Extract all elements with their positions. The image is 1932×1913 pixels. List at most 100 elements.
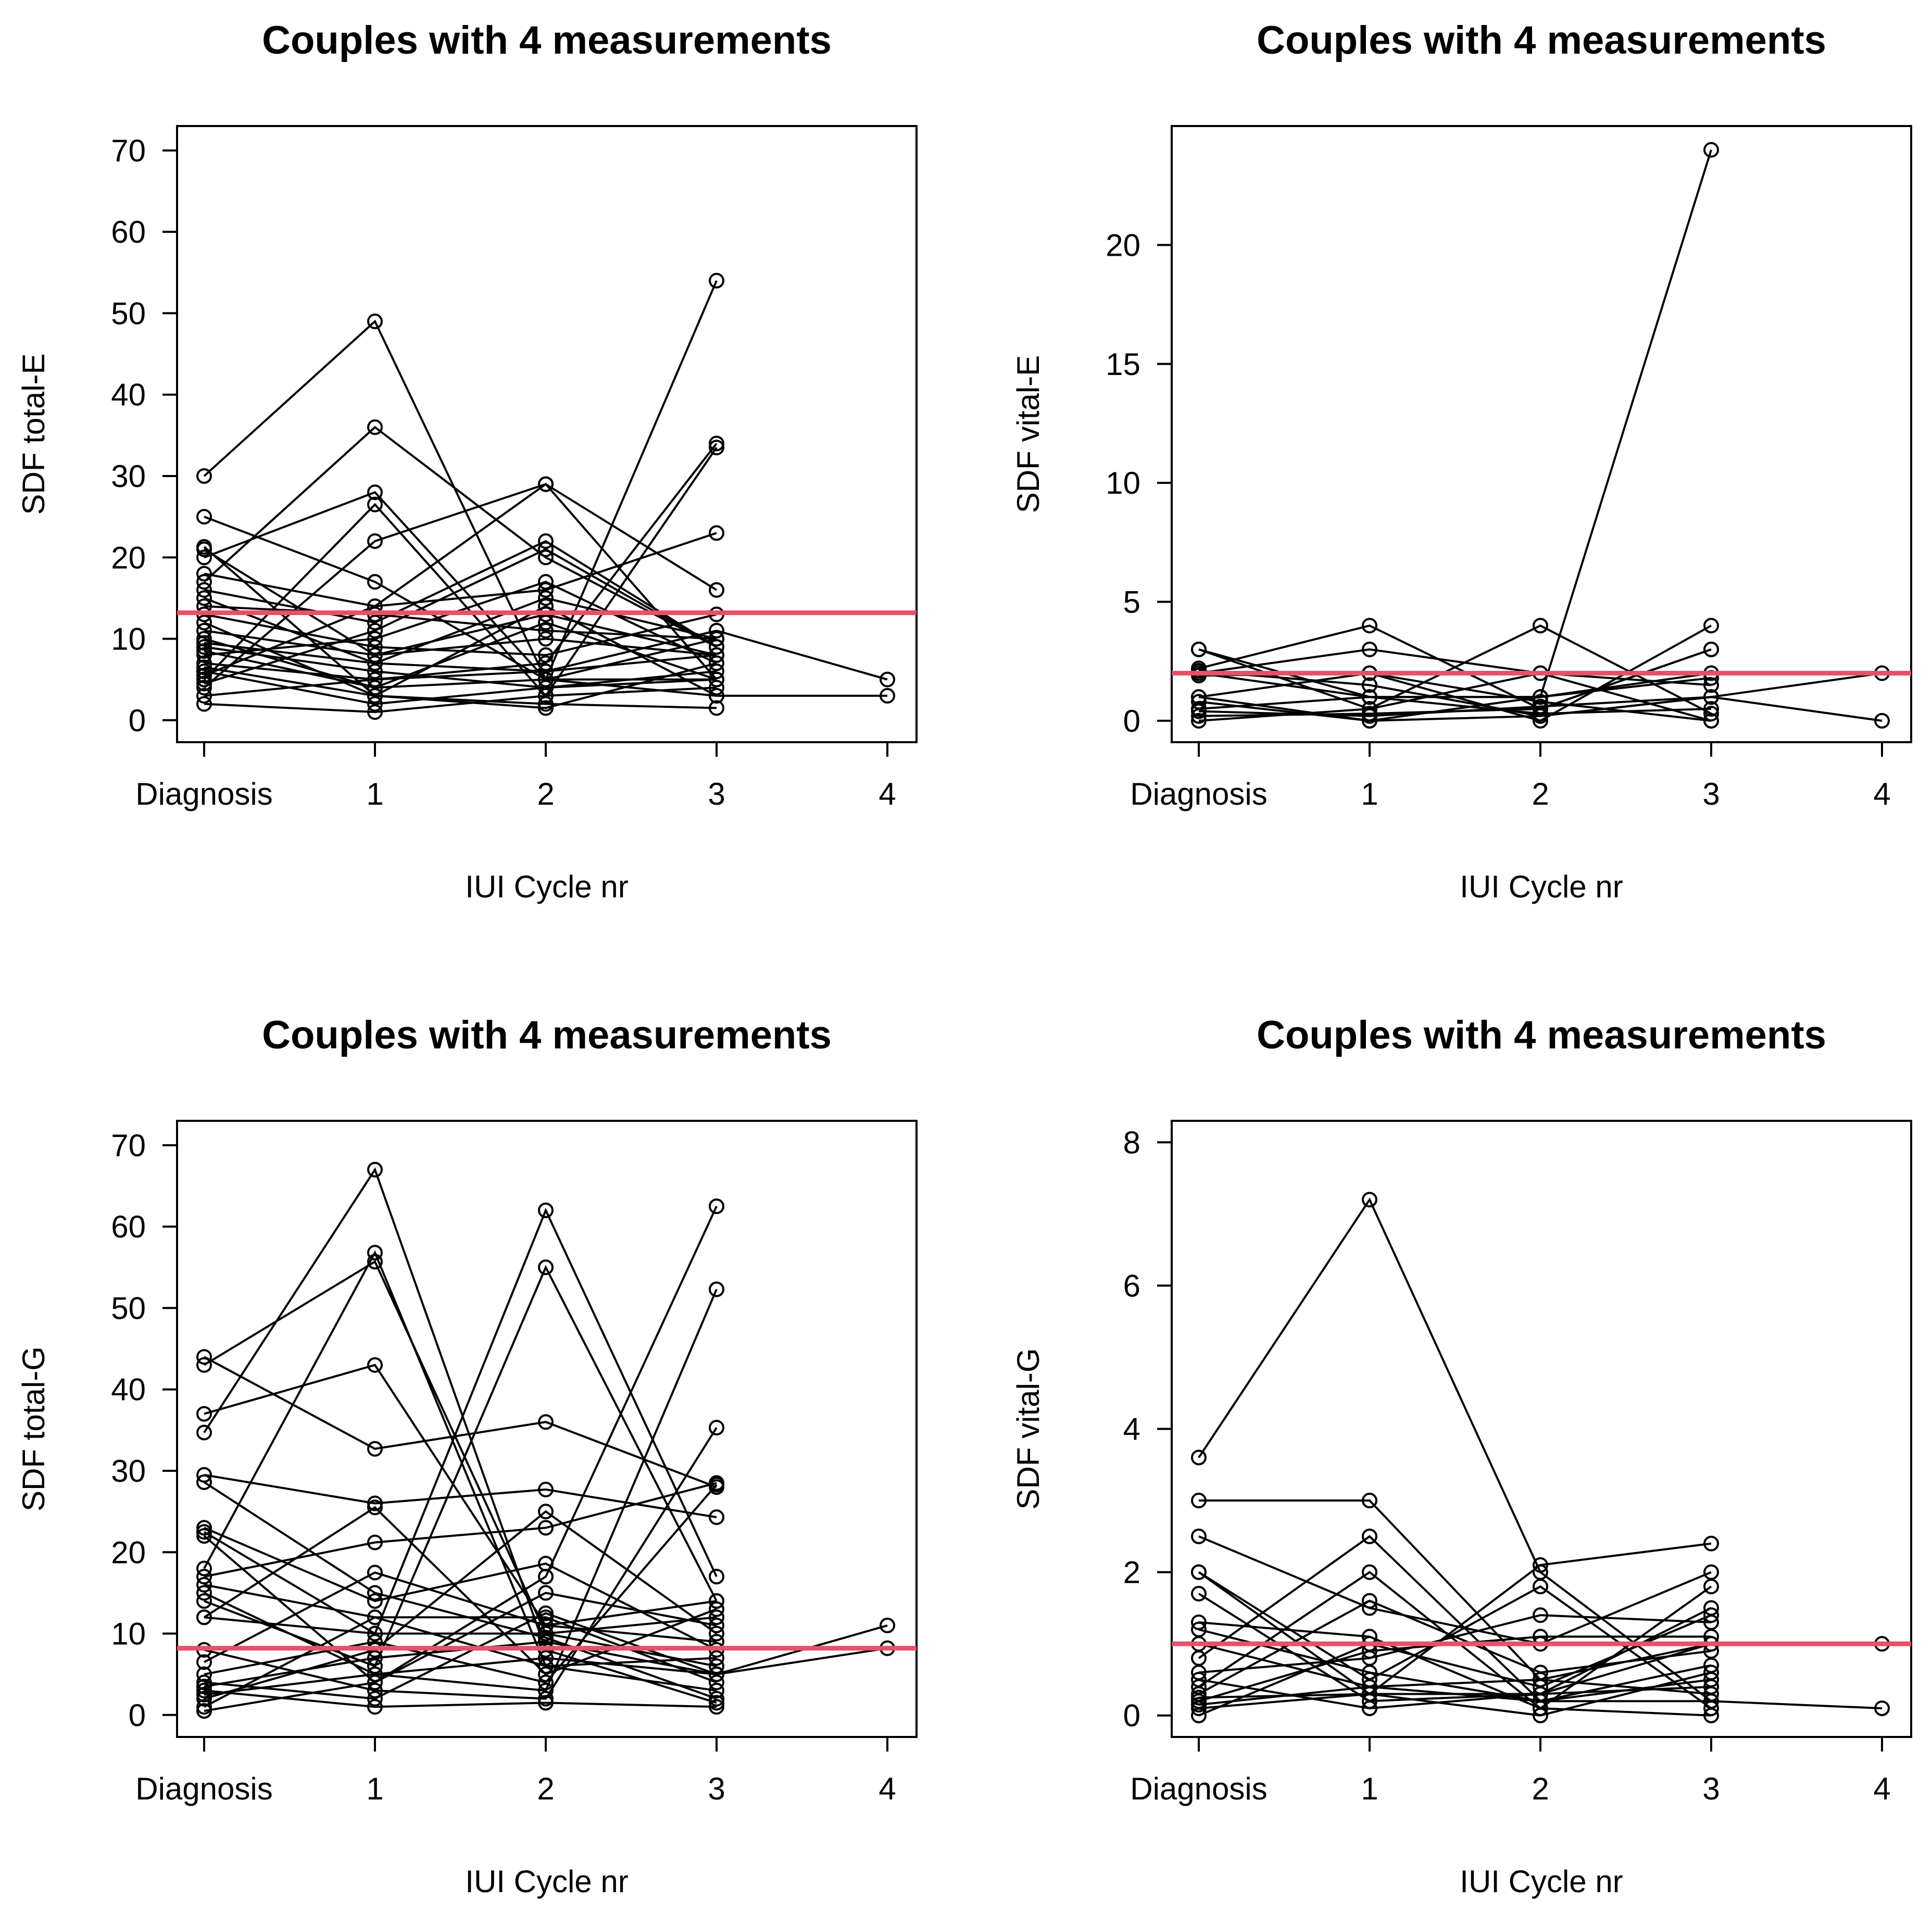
chart-title: Couples with 4 measurements [262, 1013, 832, 1057]
data-point [1362, 1564, 1377, 1580]
chart-title: Couples with 4 measurements [262, 18, 832, 62]
series-line [203, 1260, 717, 1635]
series-line [204, 646, 717, 689]
data-point [196, 1528, 212, 1544]
data-point [709, 435, 724, 452]
x-tick-label: Diagnosis [1130, 1771, 1267, 1806]
series-line [1711, 1700, 1883, 1709]
data-point [367, 631, 383, 647]
y-tick-label: 10 [111, 622, 146, 657]
data-point [880, 687, 895, 704]
x-tick-label: 3 [1702, 777, 1720, 811]
series-line [1198, 1535, 1712, 1703]
data-point [196, 1686, 212, 1703]
series-line [204, 1592, 717, 1712]
data-point [367, 574, 383, 590]
data-point [196, 1609, 212, 1626]
series-line [1198, 1614, 1712, 1717]
data-point [538, 1202, 554, 1218]
data-point [1362, 1493, 1377, 1509]
data-point [709, 1699, 724, 1715]
data-point [196, 1699, 212, 1715]
series-line [1198, 1571, 1712, 1717]
data-point [196, 1474, 212, 1490]
series-line [204, 1364, 717, 1627]
chart-title: Couples with 4 measurements [1257, 18, 1826, 62]
chart-title: Couples with 4 measurements [1257, 1013, 1826, 1057]
data-point [1533, 1607, 1548, 1623]
data-point [1362, 618, 1377, 634]
data-point [1874, 1700, 1890, 1716]
data-point [1191, 668, 1207, 684]
series-line [1711, 672, 1883, 698]
data-point [538, 1658, 554, 1674]
data-point [367, 1626, 383, 1642]
data-point [367, 484, 383, 501]
data-point [367, 639, 383, 655]
series-line [203, 1506, 717, 1676]
x-tick-label: 2 [537, 1771, 554, 1806]
data-point [538, 615, 554, 631]
data-point [367, 647, 383, 663]
y-tick-label: 0 [129, 1698, 146, 1733]
series-line [716, 629, 888, 681]
data-point [367, 1699, 383, 1715]
data-point [1191, 1449, 1207, 1466]
x-tick-label: 4 [879, 1771, 896, 1806]
data-point [538, 1617, 554, 1633]
series-line [1198, 669, 1712, 717]
data-point [1191, 1697, 1207, 1713]
data-point [709, 272, 724, 289]
data-point [1703, 641, 1719, 657]
x-tick-label: 1 [366, 1771, 383, 1806]
data-point [1703, 1535, 1719, 1552]
data-point [196, 676, 212, 692]
data-point [538, 582, 554, 598]
data-point [196, 1520, 212, 1536]
y-tick-label: 4 [1123, 1412, 1140, 1447]
data-point [538, 1605, 554, 1621]
data-point [196, 659, 212, 676]
x-tick-label: 3 [708, 1771, 725, 1806]
x-tick-label: 2 [1532, 777, 1549, 811]
data-point [367, 1534, 383, 1551]
data-point [1703, 1564, 1719, 1580]
series-line [204, 1616, 717, 1708]
data-point [538, 671, 554, 687]
data-point [1362, 1686, 1377, 1702]
data-point [196, 1424, 212, 1441]
chart-panel-2: Couples with 4 measurements Diagnosis 1 2 3 4… [1011, 18, 1912, 904]
series-line [1198, 648, 1712, 722]
series-line [203, 1481, 717, 1700]
data-point [367, 1565, 383, 1581]
data-point [1362, 708, 1377, 724]
data-point [1703, 142, 1719, 158]
data-point [367, 704, 383, 720]
x-tick-label: 2 [537, 777, 554, 811]
x-tick-label: 3 [1702, 1771, 1720, 1806]
data-point [709, 1593, 724, 1609]
y-tick-label: 20 [111, 540, 146, 575]
x-tick-label: Diagnosis [1130, 777, 1267, 811]
data-point [709, 655, 724, 671]
y-tick-label: 2 [1123, 1555, 1140, 1590]
data-point [367, 314, 383, 330]
plot-frame [1171, 125, 1912, 743]
data-point [709, 1682, 724, 1698]
data-point [196, 1357, 212, 1373]
data-point [367, 1357, 383, 1373]
data-point [709, 680, 724, 696]
series-line [204, 491, 717, 681]
data-point [1191, 694, 1207, 710]
data-point [538, 1259, 554, 1276]
data-point [538, 631, 554, 647]
data-point [538, 1695, 554, 1711]
y-tick-label: 50 [111, 1291, 146, 1326]
data-point [538, 1569, 554, 1585]
data-point [196, 1524, 212, 1540]
series-line [1198, 672, 1712, 722]
data-point [538, 1481, 554, 1497]
data-point [709, 1658, 724, 1674]
x-tick-label: 4 [1873, 777, 1890, 811]
x-tick-label: 1 [366, 777, 383, 811]
